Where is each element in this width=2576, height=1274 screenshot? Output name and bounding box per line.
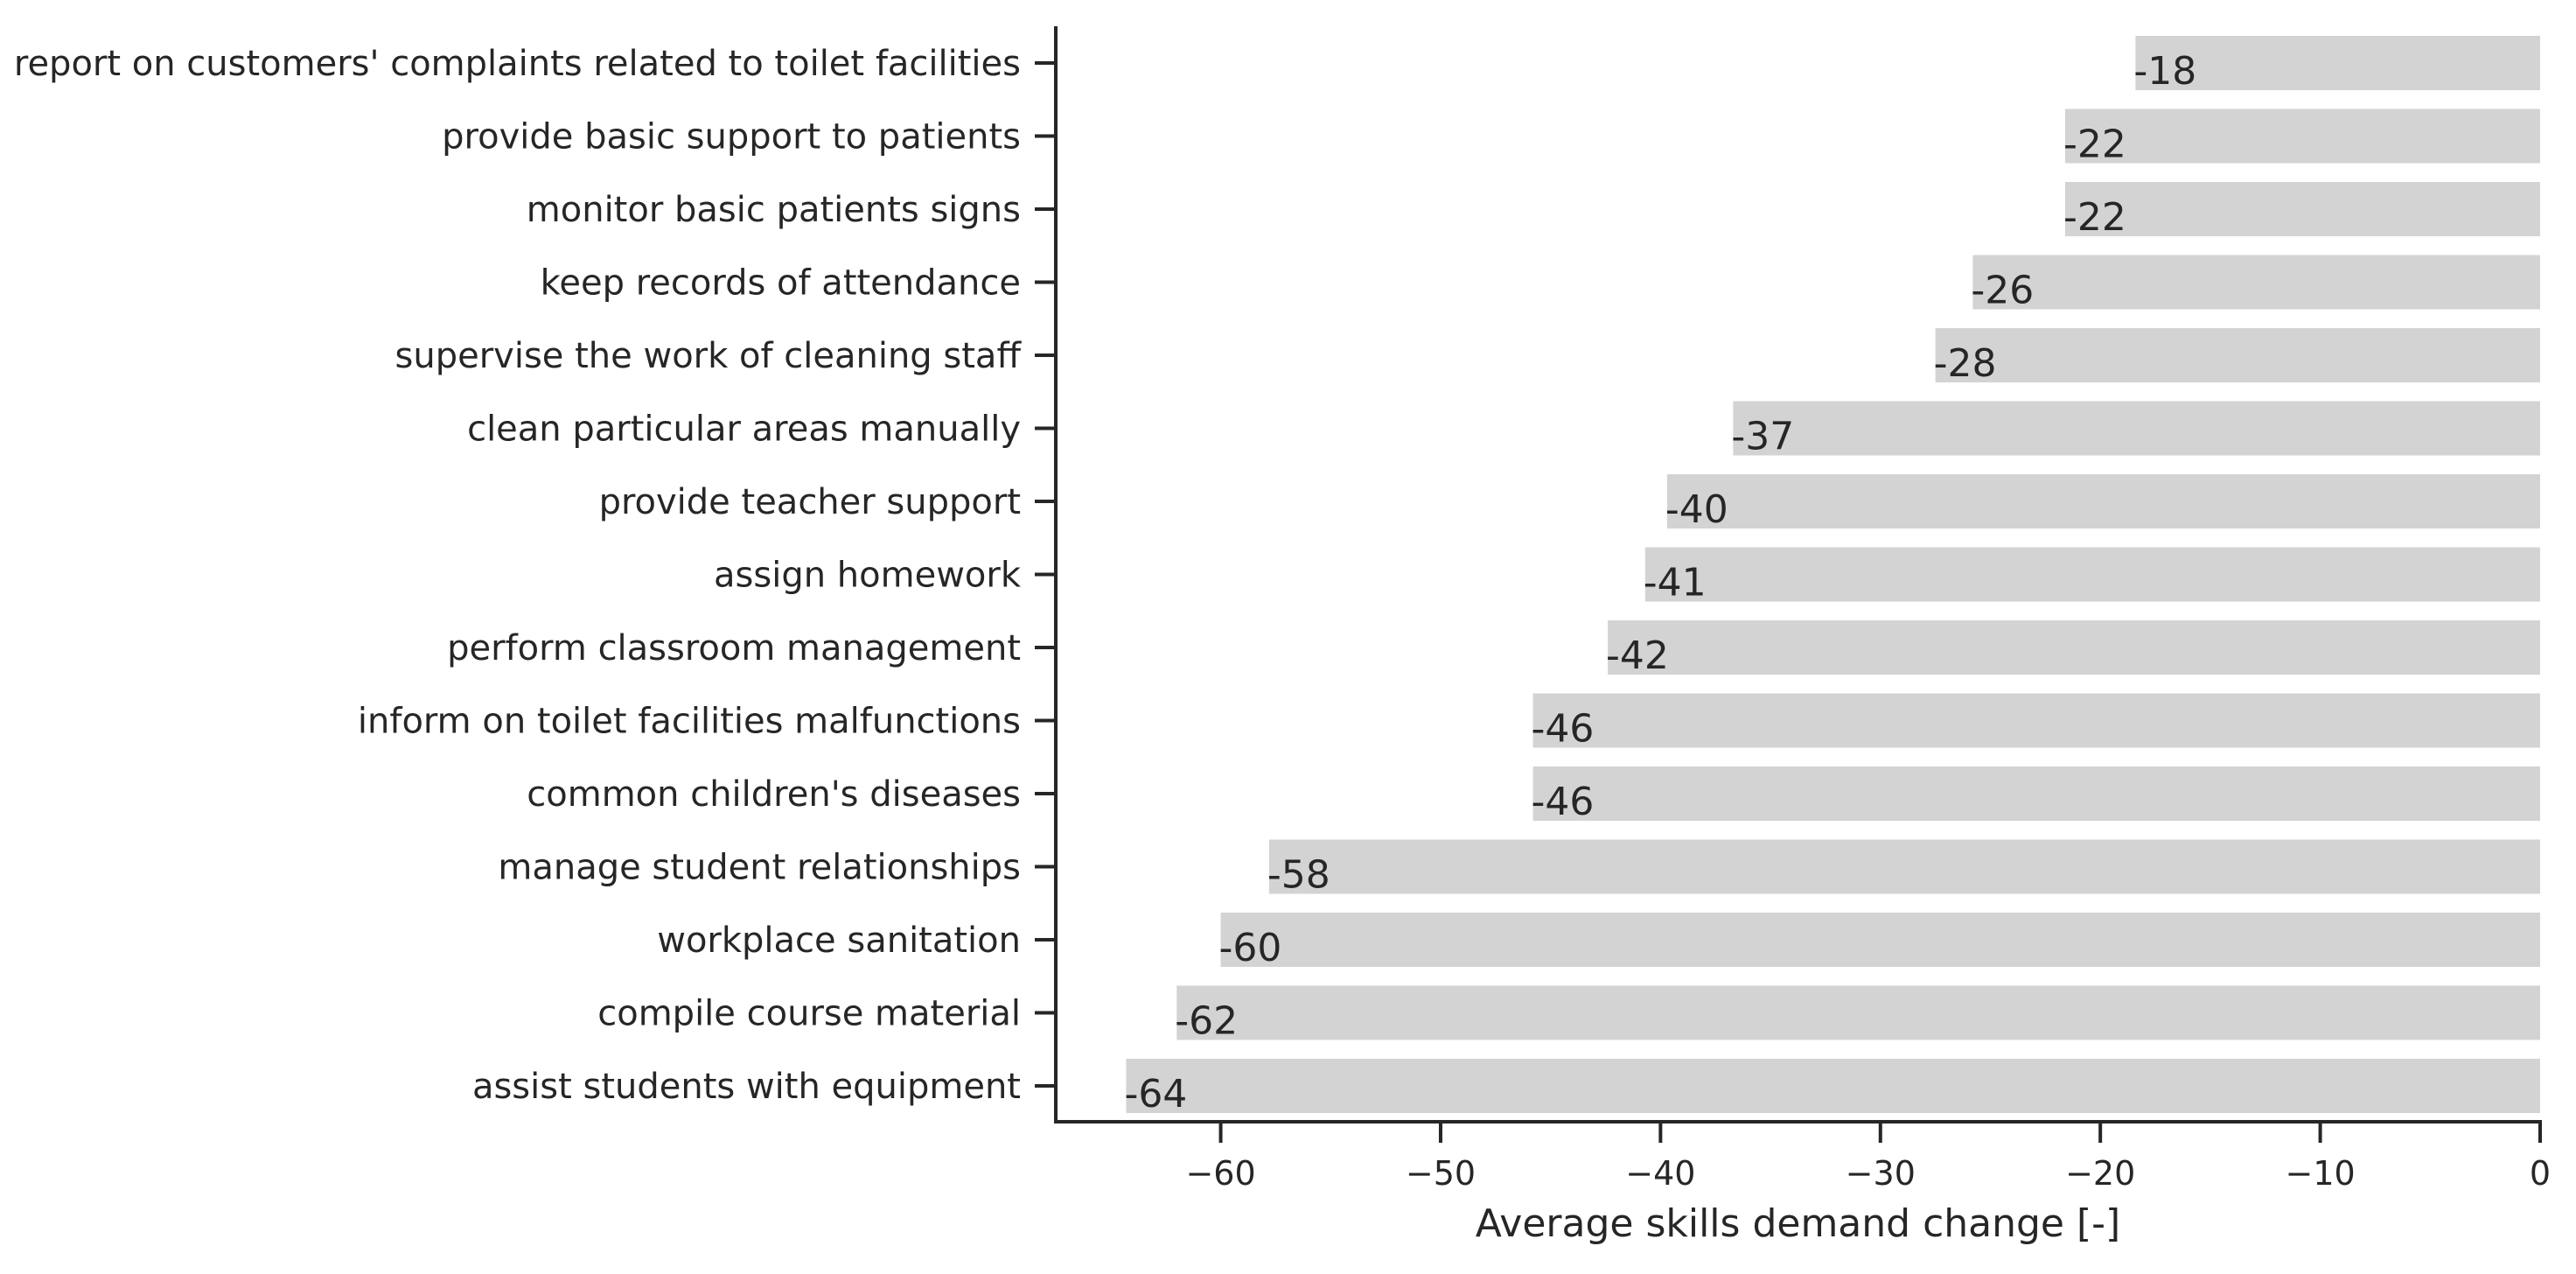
x-axis-title: Average skills demand change [-]	[1476, 1201, 2120, 1246]
x-tick-label: −40	[1625, 1154, 1695, 1193]
bar	[1972, 255, 2540, 310]
bar-value-label: -46	[1532, 707, 1595, 752]
bar-value-label: -37	[1731, 415, 1794, 459]
bar	[1532, 766, 2540, 821]
category-label: compile course material	[597, 994, 1021, 1034]
bars-group	[1126, 36, 2540, 1113]
category-label: perform classroom management	[447, 628, 1021, 668]
x-tick-label: −10	[2285, 1154, 2355, 1193]
bar	[1644, 547, 2540, 602]
bar	[1666, 474, 2540, 528]
bar	[2064, 182, 2540, 236]
category-label: manage student relationships	[498, 848, 1021, 888]
category-label: keep records of attendance	[541, 263, 1021, 304]
x-tick-label: −30	[1846, 1154, 1916, 1193]
bar-value-label: -26	[1971, 269, 2034, 313]
x-tick-label: −50	[1406, 1154, 1476, 1193]
bar-value-label: -64	[1124, 1072, 1187, 1116]
bar-value-label: -46	[1532, 780, 1595, 824]
bar-value-label: -62	[1175, 999, 1238, 1044]
bar-value-label: -41	[1644, 561, 1707, 606]
bar	[1268, 839, 2540, 894]
category-label: supervise the work of cleaning staff	[395, 336, 1023, 376]
x-axis: −60 −50 −40 −30 −20 −10 0	[1054, 1120, 2551, 1193]
bar-value-label: -28	[1934, 341, 1997, 386]
x-tick-label: −20	[2065, 1154, 2135, 1193]
bar	[1176, 985, 2540, 1040]
bar-value-label: -58	[1267, 853, 1330, 898]
category-label: report on customers' complaints related …	[14, 44, 1021, 84]
bar	[1532, 693, 2540, 748]
value-labels-group: -18-22-22-26-28-37-40-41-42-46-46-58-60-…	[1124, 49, 2196, 1116]
category-label: assign homework	[714, 556, 1022, 596]
category-label: monitor basic patients signs	[527, 190, 1021, 230]
bar	[1220, 913, 2540, 967]
category-label: common children's diseases	[527, 774, 1021, 815]
bar	[1608, 620, 2540, 675]
bar-value-label: -42	[1606, 634, 1669, 678]
x-tick-label: −60	[1185, 1154, 1255, 1193]
bar-value-label: -22	[2063, 195, 2126, 240]
category-label: assist students with equipment	[472, 1067, 1021, 1107]
category-label: workplace sanitation	[657, 920, 1021, 961]
category-label: inform on toilet facilities malfunctions	[358, 702, 1021, 742]
bar	[2135, 36, 2540, 90]
bar	[1126, 1059, 2540, 1113]
bar	[1935, 328, 2540, 382]
bar-value-label: -18	[2133, 49, 2196, 94]
y-axis: report on customers' complaints related …	[14, 26, 1058, 1122]
bar-value-label: -60	[1219, 926, 1282, 970]
bar	[2064, 108, 2540, 164]
category-label: provide teacher support	[599, 482, 1021, 522]
bar-value-label: -22	[2063, 122, 2126, 167]
x-tick-label: 0	[2530, 1154, 2551, 1193]
bar	[1733, 401, 2540, 456]
category-label: clean particular areas manually	[467, 410, 1021, 450]
bar-value-label: -40	[1665, 487, 1728, 532]
category-label: provide basic support to patients	[442, 117, 1021, 158]
